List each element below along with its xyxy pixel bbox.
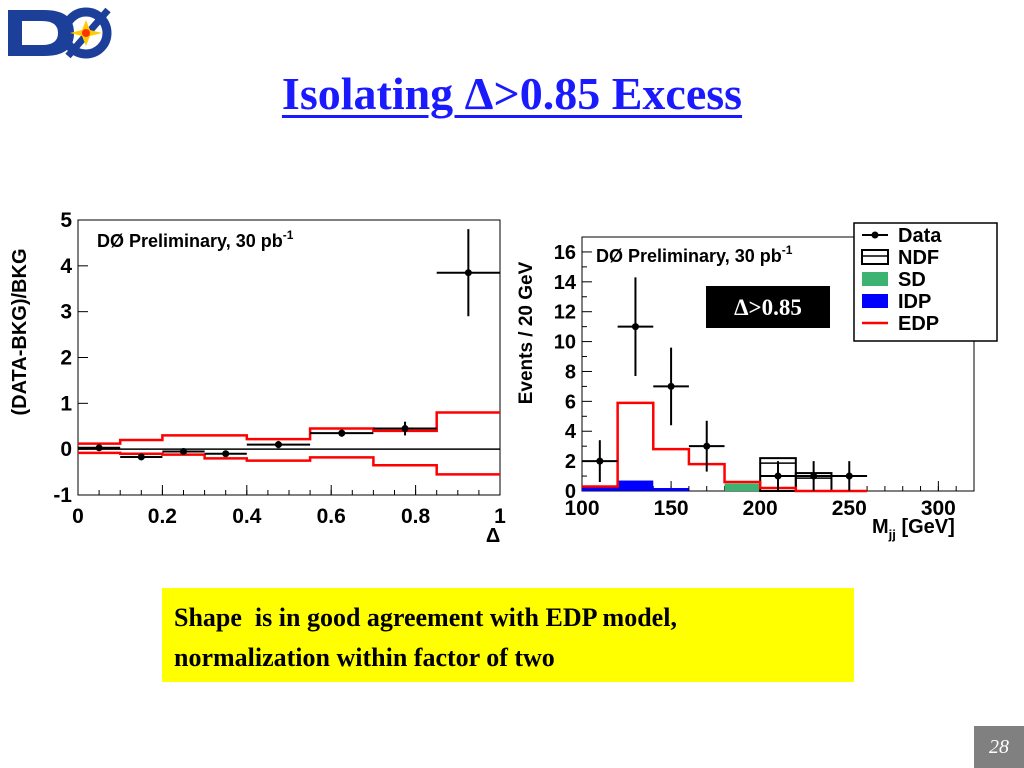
logo-spark-core [82,29,90,37]
chart-right-mass: Events / 20 GeV DØ Preliminary, 30 pb-1 … [516,222,998,542]
y-tick-label: 4 [60,255,72,278]
slide-title: Isolating Δ>0.85 Excess [281,68,743,119]
edp-uncertainty-band [78,411,500,476]
x-axis-label: Mjj [GeV] [872,516,955,542]
y-tick-label: 6 [565,391,576,413]
data-point [95,444,103,452]
x-tick-label: 300 [921,497,956,520]
inset-label-background [706,286,830,328]
data-point [667,382,675,390]
legend-key-data-marker [871,231,879,239]
y-tick-labels: -1 0 1 2 3 4 5 [53,209,72,507]
edp-band-upper [78,411,500,445]
legend-label: Data [898,225,942,247]
y-tick-labels: 0 2 4 6 8 10 12 14 16 [554,242,577,503]
y-axis-label: Events / 20 GeV [516,261,537,404]
chart-left-ratio: (DATA-BKG)/BKG DØ Preliminary, 30 pb-1 0… [9,209,506,547]
y-tick-label: 14 [554,272,577,294]
y-tick-label: 16 [554,242,576,264]
y-tick-label: 2 [60,347,72,370]
legend-label: SD [898,269,926,291]
x-tick-label: 0 [72,505,84,528]
legend-label: EDP [898,313,939,335]
d0-logo [8,7,112,59]
data-point [596,457,604,465]
note-line-2: normalization within factor of two [174,643,555,672]
x-tick-labels: 100 150 200 250 300 [564,497,955,520]
legend-label: NDF [898,247,939,269]
y-axis-label: (DATA-BKG)/BKG [9,248,31,415]
y-tick-label: -1 [53,484,72,507]
y-tick-label: 10 [554,332,576,354]
x-tick-label: 0.8 [401,505,431,528]
legend-label: IDP [898,291,931,313]
y-tick-label: 0 [60,438,72,461]
x-tick-label: 100 [564,497,599,520]
data-point [274,441,282,449]
x-tick-label: 0.4 [232,505,262,528]
data-point [137,453,145,461]
data-point [845,472,853,480]
y-tick-label: 0 [565,481,576,503]
x-tick-labels: 0 0.2 0.4 0.6 0.8 1 [72,505,506,528]
legend-key-sd [862,272,888,286]
y-tick-label: 2 [565,451,576,473]
idp-bar [617,480,654,491]
data-point [180,447,187,455]
inset-label-text: Δ>0.85 [734,295,802,320]
sd-bar [724,483,761,491]
page-number: 28 [974,726,1024,768]
data-point [703,442,711,450]
data-point [464,269,472,277]
preliminary-annotation: DØ Preliminary, 30 pb-1 [97,228,294,251]
x-tick-label: 150 [654,497,689,520]
note-line-1: Shape is in good agreement with EDP mode… [174,603,677,632]
y-tick-label: 1 [60,392,72,415]
x-tick-label: 250 [832,497,867,520]
x-tick-label: 1 [494,505,506,528]
y-tick-label: 5 [60,209,72,232]
x-tick-label: 0.2 [148,505,177,528]
x-axis-label: Δ [486,525,500,547]
data-points [582,277,868,491]
y-tick-label: 8 [565,361,576,383]
axis-ticks [77,219,501,496]
histograms [582,401,868,493]
logo-o-ring [60,7,112,59]
logo-d-shape [8,10,74,56]
data-point [401,425,409,433]
legend-key-ndf [861,249,889,265]
data-point [774,472,782,480]
data-points [78,229,500,461]
inset-label-box: Δ>0.85 [706,286,830,328]
idp-bar [653,488,689,491]
y-tick-label: 4 [565,421,577,443]
data-point [222,450,230,458]
summary-note: Shape is in good agreement with EDP mode… [162,588,854,682]
x-tick-label: 0.6 [317,505,346,528]
data-point [631,323,639,331]
legend-key-idp [862,294,888,308]
data-point [338,429,346,437]
idp-bar [582,486,618,491]
preliminary-annotation: DØ Preliminary, 30 pb-1 [596,243,793,266]
data-point [810,472,818,480]
y-tick-label: 3 [60,301,72,324]
edp-line [582,401,868,493]
y-tick-label: 12 [554,302,576,324]
x-tick-label: 200 [743,497,778,520]
